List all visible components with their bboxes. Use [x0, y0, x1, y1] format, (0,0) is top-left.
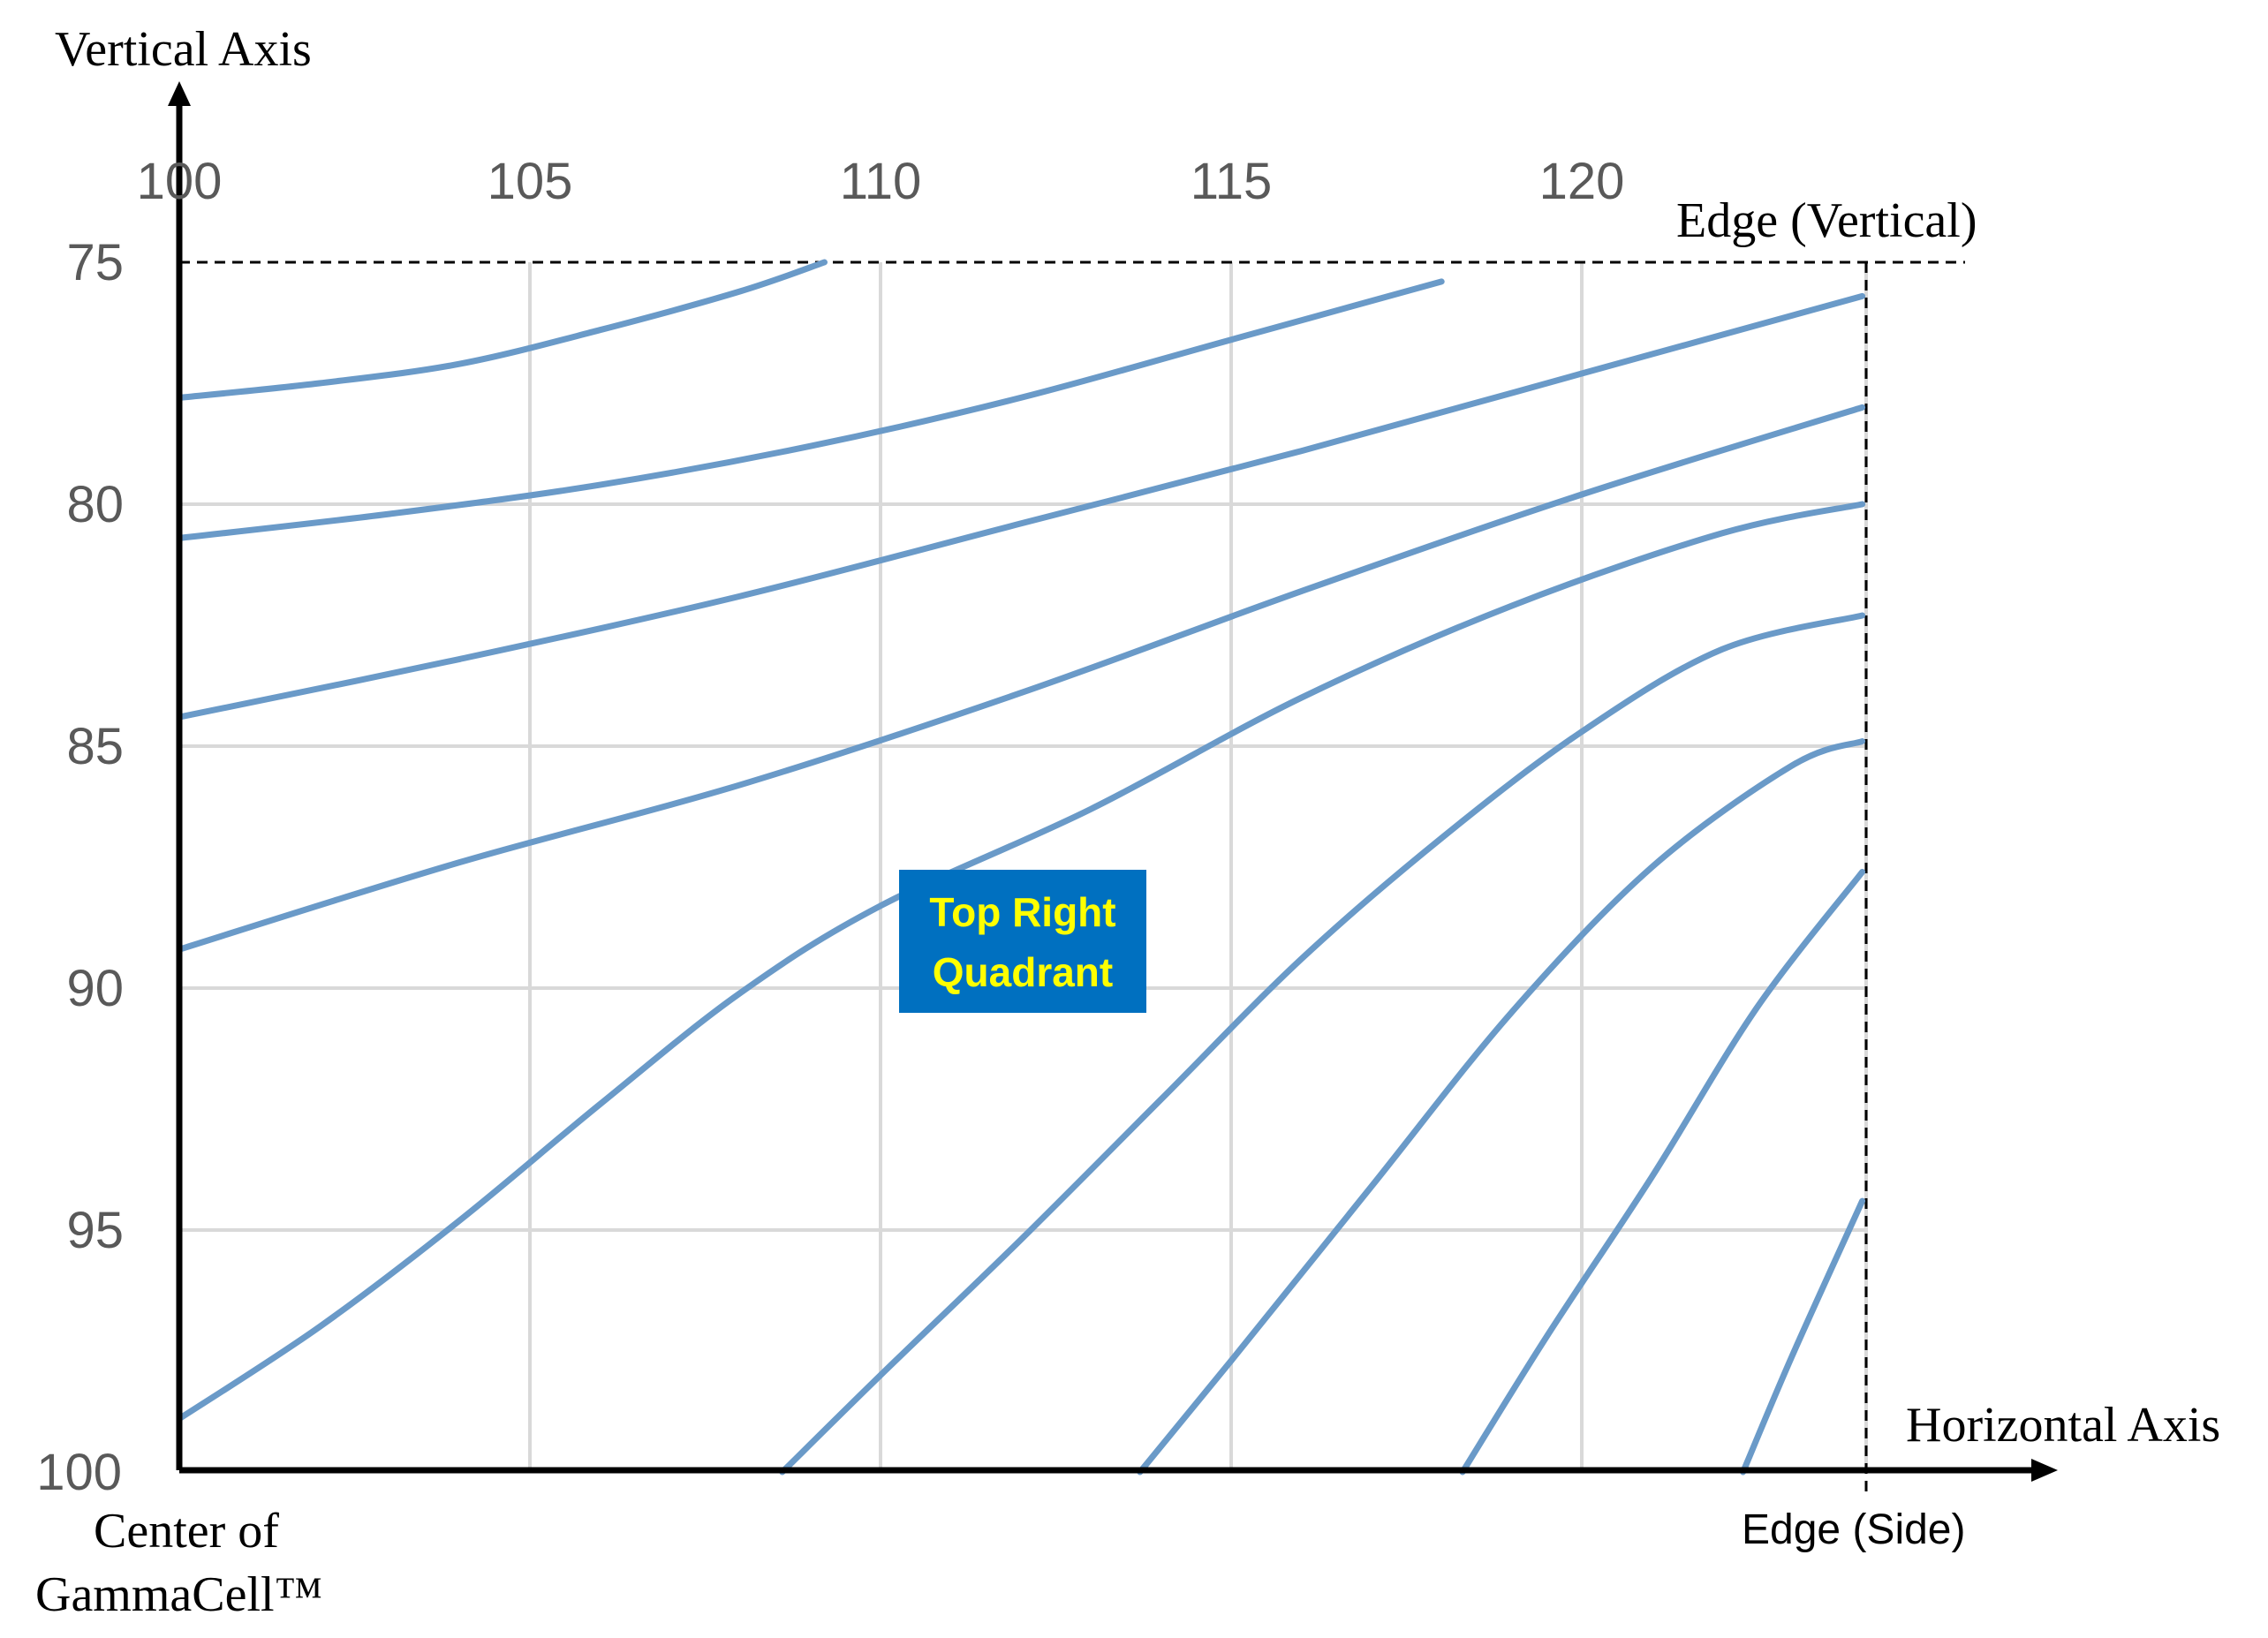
y-axis-arrowhead [168, 81, 191, 106]
x-tick-label: 100 [137, 153, 223, 210]
edge-layer [179, 260, 1965, 1492]
y-tick-label: 100 [36, 1444, 122, 1501]
y-tick-label: 75 [66, 234, 124, 291]
origin-label-line2: GammaCell™ [35, 1567, 322, 1622]
y-tick-label: 90 [66, 960, 124, 1017]
series-layer [176, 259, 1866, 1476]
tick-layer: 100 105 110 115 120 75 80 85 90 95 100 [36, 153, 1624, 1501]
contour-line-9 [1740, 1197, 1866, 1476]
edge-vertical-label: Edge (Vertical) [1676, 193, 1977, 248]
contour-line-8 [1459, 869, 1866, 1476]
x-tick-label: 105 [488, 153, 573, 210]
contour-line-1 [176, 259, 828, 401]
contour-line-6 [779, 612, 1866, 1476]
contour-line-7 [1137, 738, 1866, 1476]
axis-layer [168, 81, 2058, 1482]
contour-line-4 [176, 404, 1866, 953]
label-layer: Vertical Axis Horizontal Axis Edge (Vert… [35, 22, 2220, 1622]
x-axis-title: Horizontal Axis [1906, 1398, 2220, 1453]
origin-label-line1: Center of [94, 1504, 279, 1559]
y-tick-label: 80 [66, 476, 124, 533]
x-tick-label: 115 [1191, 153, 1272, 210]
x-axis-arrowhead [2031, 1459, 2058, 1482]
y-tick-label: 95 [66, 1202, 124, 1259]
y-tick-label: 85 [66, 718, 124, 775]
edge-side-label: Edge (Side) [1742, 1506, 1965, 1553]
quadrant-label-line1: Top Right [929, 889, 1115, 935]
x-tick-label: 120 [1539, 153, 1625, 210]
grid-layer [179, 262, 1868, 1470]
y-axis-title: Vertical Axis [55, 22, 312, 77]
contour-line-3 [176, 292, 1866, 721]
quadrant-label-box: Top Right Quadrant [899, 870, 1146, 1013]
quadrant-label-line2: Quadrant [933, 949, 1113, 995]
quadrant-label-background [899, 870, 1146, 1013]
contour-line-2 [176, 278, 1445, 541]
x-tick-label: 110 [840, 153, 921, 210]
